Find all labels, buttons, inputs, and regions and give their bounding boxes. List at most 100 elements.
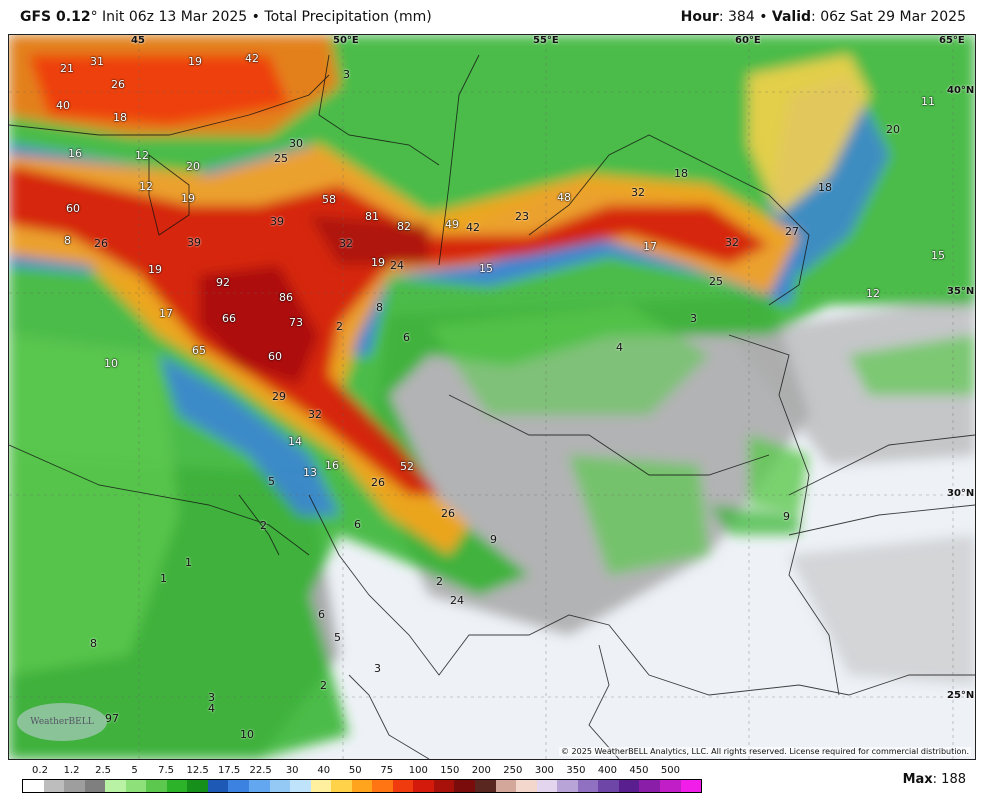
legend-color-swatch <box>105 780 126 792</box>
legend-tick-label: 40 <box>317 765 331 776</box>
value-label: 25 <box>274 152 288 165</box>
legend-color-swatch <box>413 780 434 792</box>
value-label: 24 <box>390 259 404 272</box>
legend-tick-label: 500 <box>660 765 681 776</box>
value-label: 81 <box>365 210 379 223</box>
value-label: 92 <box>216 276 230 289</box>
legend-color-swatch <box>187 780 208 792</box>
legend-tick-label: 300 <box>534 765 554 776</box>
max-number: : 188 <box>932 772 966 787</box>
value-label: 1 <box>160 572 167 585</box>
value-label: 30 <box>289 137 303 150</box>
legend-tick-label: 5 <box>131 765 138 776</box>
value-label: 40 <box>56 99 70 112</box>
value-label: 65 <box>192 344 206 357</box>
value-label: 32 <box>308 408 322 421</box>
legend-color-bar <box>22 779 702 793</box>
value-label: 21 <box>60 62 74 75</box>
legend-tick-label: 400 <box>597 765 617 776</box>
legend-color-swatch <box>659 780 681 792</box>
value-label: 19 <box>188 55 202 68</box>
value-label: 11 <box>921 95 935 108</box>
value-label: 39 <box>270 215 284 228</box>
value-label: 31 <box>90 55 104 68</box>
legend-color-swatch <box>516 780 537 792</box>
legend-tick-label: 200 <box>471 765 491 776</box>
value-label: 26 <box>94 237 108 250</box>
value-label: 23 <box>515 210 529 223</box>
value-label: 42 <box>466 221 480 234</box>
init-time: Init 06z 13 Mar 2025 <box>102 9 248 25</box>
value-label: 4 <box>616 341 623 354</box>
legend-color-swatch <box>598 780 619 792</box>
value-label: 32 <box>631 186 645 199</box>
legend-tick-label: 12.5 <box>186 765 209 776</box>
header-right: Hour: 384 • Valid: 06z Sat 29 Mar 2025 <box>681 9 966 25</box>
legend-tick-label: 7.5 <box>158 765 175 776</box>
legend-color-swatch <box>557 780 578 792</box>
value-label: 6 <box>354 518 361 531</box>
value-label: 32 <box>725 236 739 249</box>
value-label: 42 <box>245 52 259 65</box>
value-label: 19 <box>371 256 385 269</box>
value-label: 13 <box>303 466 317 479</box>
max-value: Max: 188 <box>903 772 966 787</box>
legend-color-swatch <box>618 780 640 792</box>
value-label: 60 <box>268 350 282 363</box>
value-label: 60 <box>66 202 80 215</box>
legend-color-swatch <box>639 780 660 792</box>
legend-color-swatch <box>146 780 167 792</box>
value-label: 12 <box>866 287 880 300</box>
value-label: 2 <box>436 575 443 588</box>
valid-label: Valid <box>771 9 812 25</box>
lat-label-40: 40°N <box>947 85 975 96</box>
legend-tick-label: 1.2 <box>63 765 80 776</box>
legend-tick-label: 2.5 <box>95 765 111 776</box>
legend-color-swatch <box>166 780 188 792</box>
copyright-notice: © 2025 WeatherBELL Analytics, LLC. All r… <box>559 747 971 756</box>
value-label: 18 <box>818 181 832 194</box>
value-label: 27 <box>785 225 799 238</box>
legend-tick-label: 100 <box>408 765 428 776</box>
weatherbell-logo: WeatherBELL <box>17 703 107 741</box>
value-label: 15 <box>931 249 945 262</box>
legend-tick-label: 450 <box>629 765 649 776</box>
value-label: 26 <box>111 78 125 91</box>
legend-color-swatch <box>43 780 65 792</box>
value-label: 32 <box>339 237 353 250</box>
legend-tick-label: 50 <box>348 765 362 776</box>
value-label: 3 <box>374 662 381 675</box>
value-label: 12 <box>139 180 153 193</box>
value-label: 3 <box>208 691 215 704</box>
legend-tick-label: 250 <box>503 765 523 776</box>
hour-label: Hour <box>680 9 719 25</box>
precipitation-map: 45 50°E 55°E 60°E 65°E 40°N 35°N 30°N 25… <box>8 34 976 760</box>
legend-tick-label: 30 <box>285 765 299 776</box>
value-label: 17 <box>643 240 657 253</box>
value-label: 10 <box>104 357 118 370</box>
value-label: 24 <box>450 594 464 607</box>
separator: • <box>251 9 260 25</box>
legend-color-swatch <box>351 780 373 792</box>
legend-color-swatch <box>433 780 455 792</box>
map-canvas <box>9 35 975 759</box>
value-label: 8 <box>90 637 97 650</box>
value-label: 2 <box>260 519 267 532</box>
legend-color-swatch <box>290 780 311 792</box>
lat-label-30: 30°N <box>947 488 975 499</box>
legend-tick-labels: 0.2 1.2 2.5 5 7.5 12.5 17.5 22.5 30 40 50 75 100 150 2… <box>22 765 702 777</box>
value-label: 97 <box>105 712 119 725</box>
value-label: 26 <box>371 476 385 489</box>
legend-tick-label: 22.5 <box>249 765 272 776</box>
model-name: GFS 0.12 <box>20 9 91 25</box>
value-label: 5 <box>334 631 341 644</box>
hour-value: : 384 <box>718 9 755 25</box>
value-label: 20 <box>886 123 900 136</box>
value-label: 9 <box>783 510 790 523</box>
value-label: 9 <box>490 533 497 546</box>
value-label: 25 <box>709 275 723 288</box>
value-label: 26 <box>441 507 455 520</box>
legend-tick-label: 350 <box>566 765 586 776</box>
valid-value: : 06z Sat 29 Mar 2025 <box>811 9 966 25</box>
lon-label-65: 65°E <box>939 35 965 46</box>
